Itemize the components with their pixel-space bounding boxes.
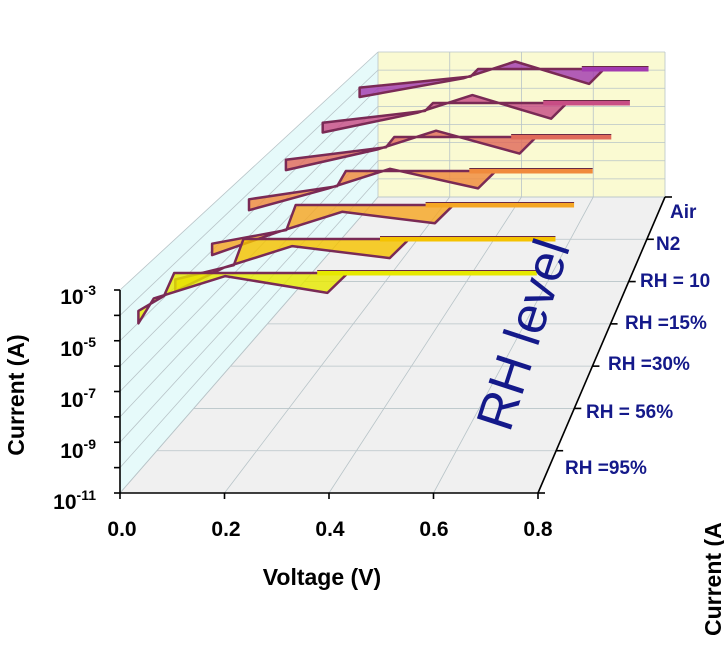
y-tick-label: 10-5 bbox=[60, 334, 96, 361]
grid-line bbox=[119, 69, 379, 316]
y-axis-title: Current (A) bbox=[3, 334, 29, 455]
grid-line bbox=[328, 196, 522, 494]
y-tick-labels: 10-3 10-5 10-7 10-9 10-11 bbox=[53, 282, 96, 514]
z-tick-label: Air bbox=[670, 202, 697, 223]
grid-line bbox=[224, 196, 451, 494]
x-tick-label: 0.4 bbox=[315, 518, 345, 541]
x-tick-label: 0.8 bbox=[523, 518, 553, 541]
series-loop bbox=[321, 93, 569, 134]
grid-line bbox=[433, 196, 594, 494]
x-tick-labels: 0.0 0.2 0.4 0.6 0.8 bbox=[107, 518, 553, 541]
x-axis-title: Voltage (V) bbox=[263, 564, 381, 590]
z-tick-labels: RH =95% RH = 56% RH =30% RH =15% RH = 10… bbox=[565, 202, 710, 479]
x-tick-label: 0.0 bbox=[107, 518, 136, 541]
series-loop bbox=[137, 271, 350, 325]
series-loop bbox=[358, 60, 606, 99]
z-tick-label: RH = 56% bbox=[586, 402, 673, 423]
z-tick-label: RH =95% bbox=[565, 458, 647, 479]
series-loop bbox=[284, 129, 538, 172]
axis-line bbox=[537, 196, 666, 494]
x-tick-label: 0.2 bbox=[211, 518, 240, 541]
series-layer bbox=[137, 60, 649, 325]
z-tick-label: RH =15% bbox=[625, 313, 707, 334]
y-tick-label: 10-11 bbox=[53, 487, 96, 514]
y-tick-label: 10-7 bbox=[60, 385, 96, 412]
x-tick-label: 0.6 bbox=[419, 518, 448, 541]
cut-off-axis-title: Current (A bbox=[700, 522, 724, 636]
grid-line bbox=[119, 51, 379, 291]
axes-lines bbox=[114, 196, 672, 499]
series-loop bbox=[210, 203, 455, 257]
z-tick-label: RH =30% bbox=[608, 354, 690, 375]
y-tick-label: 10-3 bbox=[60, 282, 96, 309]
z-tick-label: N2 bbox=[656, 234, 680, 255]
z-tick-label: RH = 10 bbox=[640, 271, 710, 292]
grid-line bbox=[119, 178, 379, 468]
y-tick-label: 10-9 bbox=[60, 436, 96, 463]
